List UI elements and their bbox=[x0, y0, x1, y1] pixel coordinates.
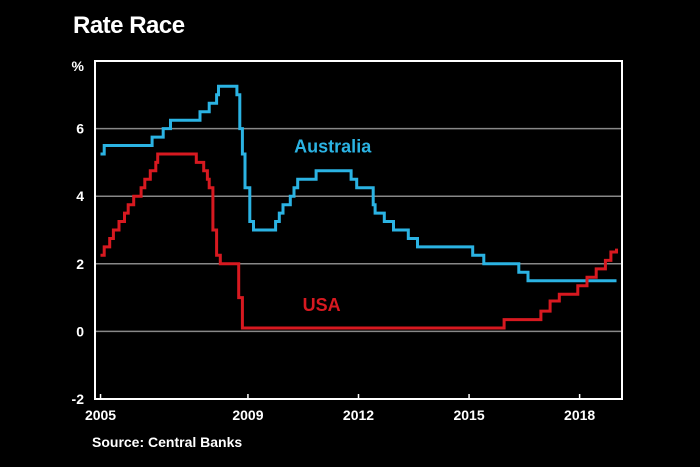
x-tick-label: 2005 bbox=[85, 407, 116, 423]
plot-frame bbox=[94, 60, 623, 400]
series-line-australia bbox=[100, 84, 617, 283]
series-label-usa: USA bbox=[303, 295, 341, 315]
y-axis-ticks: -2 0 2 4 6% bbox=[72, 58, 85, 407]
x-tick-label: 2012 bbox=[343, 407, 374, 423]
series-line-usa bbox=[100, 152, 618, 330]
series-labels: Australia USA bbox=[294, 136, 372, 315]
x-axis-ticks: 2005 2009 2012 2015 2018 bbox=[85, 394, 595, 423]
chart-title: Rate Race bbox=[73, 12, 185, 39]
x-tick-label: 2009 bbox=[232, 407, 263, 423]
y-tick-label: 0 bbox=[76, 323, 84, 339]
y-tick-label: -2 bbox=[72, 391, 85, 407]
series-label-australia: Australia bbox=[294, 136, 372, 156]
y-tick-label: 6 bbox=[76, 121, 84, 137]
x-tick-label: 2015 bbox=[453, 407, 484, 423]
y-tick-label: 2 bbox=[76, 256, 84, 272]
source-note: Source: Central Banks bbox=[92, 434, 243, 450]
x-tick-label: 2018 bbox=[564, 407, 595, 423]
gridlines bbox=[95, 127, 622, 333]
y-unit-label: % bbox=[72, 58, 85, 74]
y-tick-label: 4 bbox=[76, 188, 84, 204]
series-lines bbox=[100, 84, 618, 330]
